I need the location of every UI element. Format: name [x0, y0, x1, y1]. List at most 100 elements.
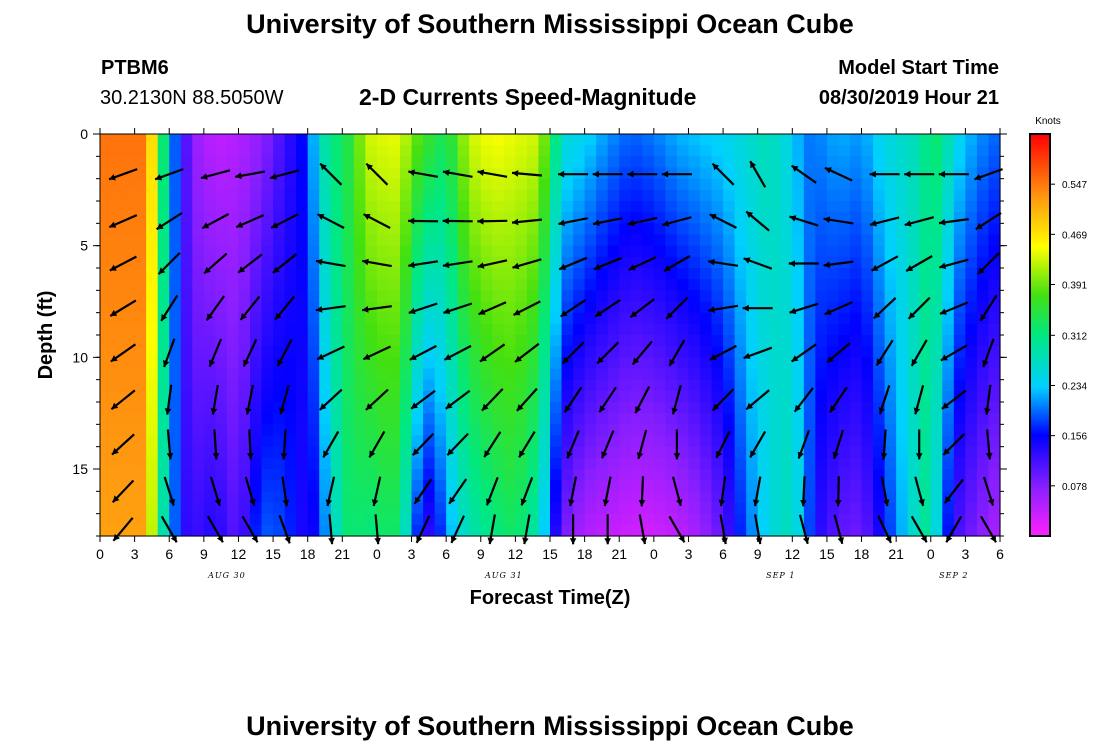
x-tick-label: 3	[685, 546, 693, 562]
heatmap-cell	[157, 245, 170, 258]
heatmap-cell	[423, 424, 436, 437]
current-vector	[166, 429, 174, 460]
heatmap-cell	[561, 268, 574, 280]
heatmap-cell	[526, 134, 540, 146]
heatmap-cell	[907, 290, 920, 303]
heatmap-cell	[780, 379, 793, 392]
heatmap-cell	[873, 145, 886, 157]
heatmap-cell	[746, 201, 759, 213]
heatmap-cell	[630, 491, 643, 504]
heatmap-cell	[653, 201, 666, 213]
heatmap-cell	[711, 178, 724, 191]
heatmap-cell	[826, 178, 840, 191]
heatmap-cell	[446, 357, 459, 370]
heatmap-cell	[619, 469, 632, 481]
heatmap-cell	[330, 424, 343, 437]
heatmap-cell	[180, 145, 193, 157]
heatmap-cell	[365, 290, 378, 303]
heatmap-cell	[976, 469, 990, 481]
heatmap-cell	[388, 167, 401, 180]
heatmap-cell	[734, 234, 747, 247]
heatmap-cell	[526, 413, 540, 425]
heatmap-cell	[123, 413, 136, 425]
current-vector	[945, 515, 963, 543]
heatmap-cell	[665, 256, 678, 269]
heatmap-cell	[896, 312, 909, 325]
heatmap-cell	[515, 457, 528, 470]
heatmap-cell	[400, 357, 413, 370]
heatmap-cell	[492, 502, 505, 515]
heatmap-cell	[769, 167, 782, 180]
heatmap-cell	[273, 279, 286, 291]
heatmap-cell	[919, 424, 932, 437]
heatmap-cell	[607, 178, 620, 191]
heatmap-cell	[861, 156, 874, 169]
heatmap-cell	[676, 323, 690, 336]
heatmap-cell	[526, 312, 540, 325]
x-tick-label: 6	[996, 546, 1004, 562]
heatmap-cell	[515, 189, 528, 202]
heatmap-cell	[203, 480, 216, 492]
heatmap-cell	[157, 234, 170, 247]
heatmap-cell	[723, 346, 736, 358]
heatmap-cell	[850, 413, 863, 425]
heatmap-cell	[584, 457, 597, 470]
heatmap-cell	[492, 189, 505, 202]
current-vector	[242, 338, 258, 367]
heatmap-cell	[550, 201, 563, 213]
heatmap-cell	[307, 435, 320, 448]
heatmap-cell	[653, 513, 666, 526]
heatmap-cell	[284, 457, 297, 470]
heatmap-cell	[123, 323, 136, 336]
current-vector	[558, 256, 588, 271]
heatmap-cell	[180, 268, 193, 280]
heatmap-cell	[769, 156, 782, 169]
heatmap-cell	[861, 457, 874, 470]
heatmap-cell	[769, 268, 782, 280]
heatmap-cell	[215, 524, 228, 537]
heatmap-cell	[284, 279, 297, 291]
heatmap-cell	[965, 234, 978, 247]
heatmap-cell	[550, 379, 563, 392]
current-vector	[869, 216, 900, 227]
heatmap-cell	[215, 513, 228, 526]
heatmap-cell	[665, 212, 678, 224]
heatmap-cell	[157, 145, 170, 157]
heatmap-cell	[780, 424, 793, 437]
heatmap-cell	[711, 189, 724, 202]
x-tick-label: 0	[927, 546, 935, 562]
heatmap-cell	[873, 390, 886, 403]
heatmap-cell	[792, 424, 805, 437]
heatmap-cell	[273, 469, 286, 481]
heatmap-cell	[734, 402, 747, 414]
heatmap-cell	[769, 323, 782, 336]
current-vector	[316, 345, 345, 361]
heatmap-cell	[953, 480, 966, 492]
heatmap-cell	[469, 312, 482, 325]
heatmap-cell	[376, 323, 390, 336]
heatmap-cell	[850, 245, 863, 258]
heatmap-cell	[653, 312, 666, 325]
heatmap-cell	[273, 178, 286, 191]
heatmap-cell	[596, 245, 609, 258]
heatmap-cell	[803, 513, 816, 526]
heatmap-cell	[838, 480, 851, 492]
heatmap-cell	[423, 402, 436, 414]
heatmap-cell	[780, 189, 793, 202]
heatmap-cell	[803, 212, 816, 224]
heatmap-cell	[180, 156, 193, 169]
heatmap-cell	[284, 323, 297, 336]
heatmap-cell	[723, 513, 736, 526]
heatmap-cell	[561, 335, 574, 347]
heatmap-cell	[884, 346, 897, 358]
heatmap-cell	[226, 234, 240, 247]
heatmap-cell	[746, 312, 759, 325]
heatmap-cell	[619, 435, 632, 448]
heatmap-cell	[850, 513, 863, 526]
heatmap-cell	[976, 524, 990, 537]
heatmap-cell	[815, 223, 828, 236]
heatmap-cell	[238, 212, 251, 224]
heatmap-cell	[930, 424, 943, 437]
heatmap-cell	[792, 357, 805, 370]
heatmap-cell	[273, 502, 286, 515]
